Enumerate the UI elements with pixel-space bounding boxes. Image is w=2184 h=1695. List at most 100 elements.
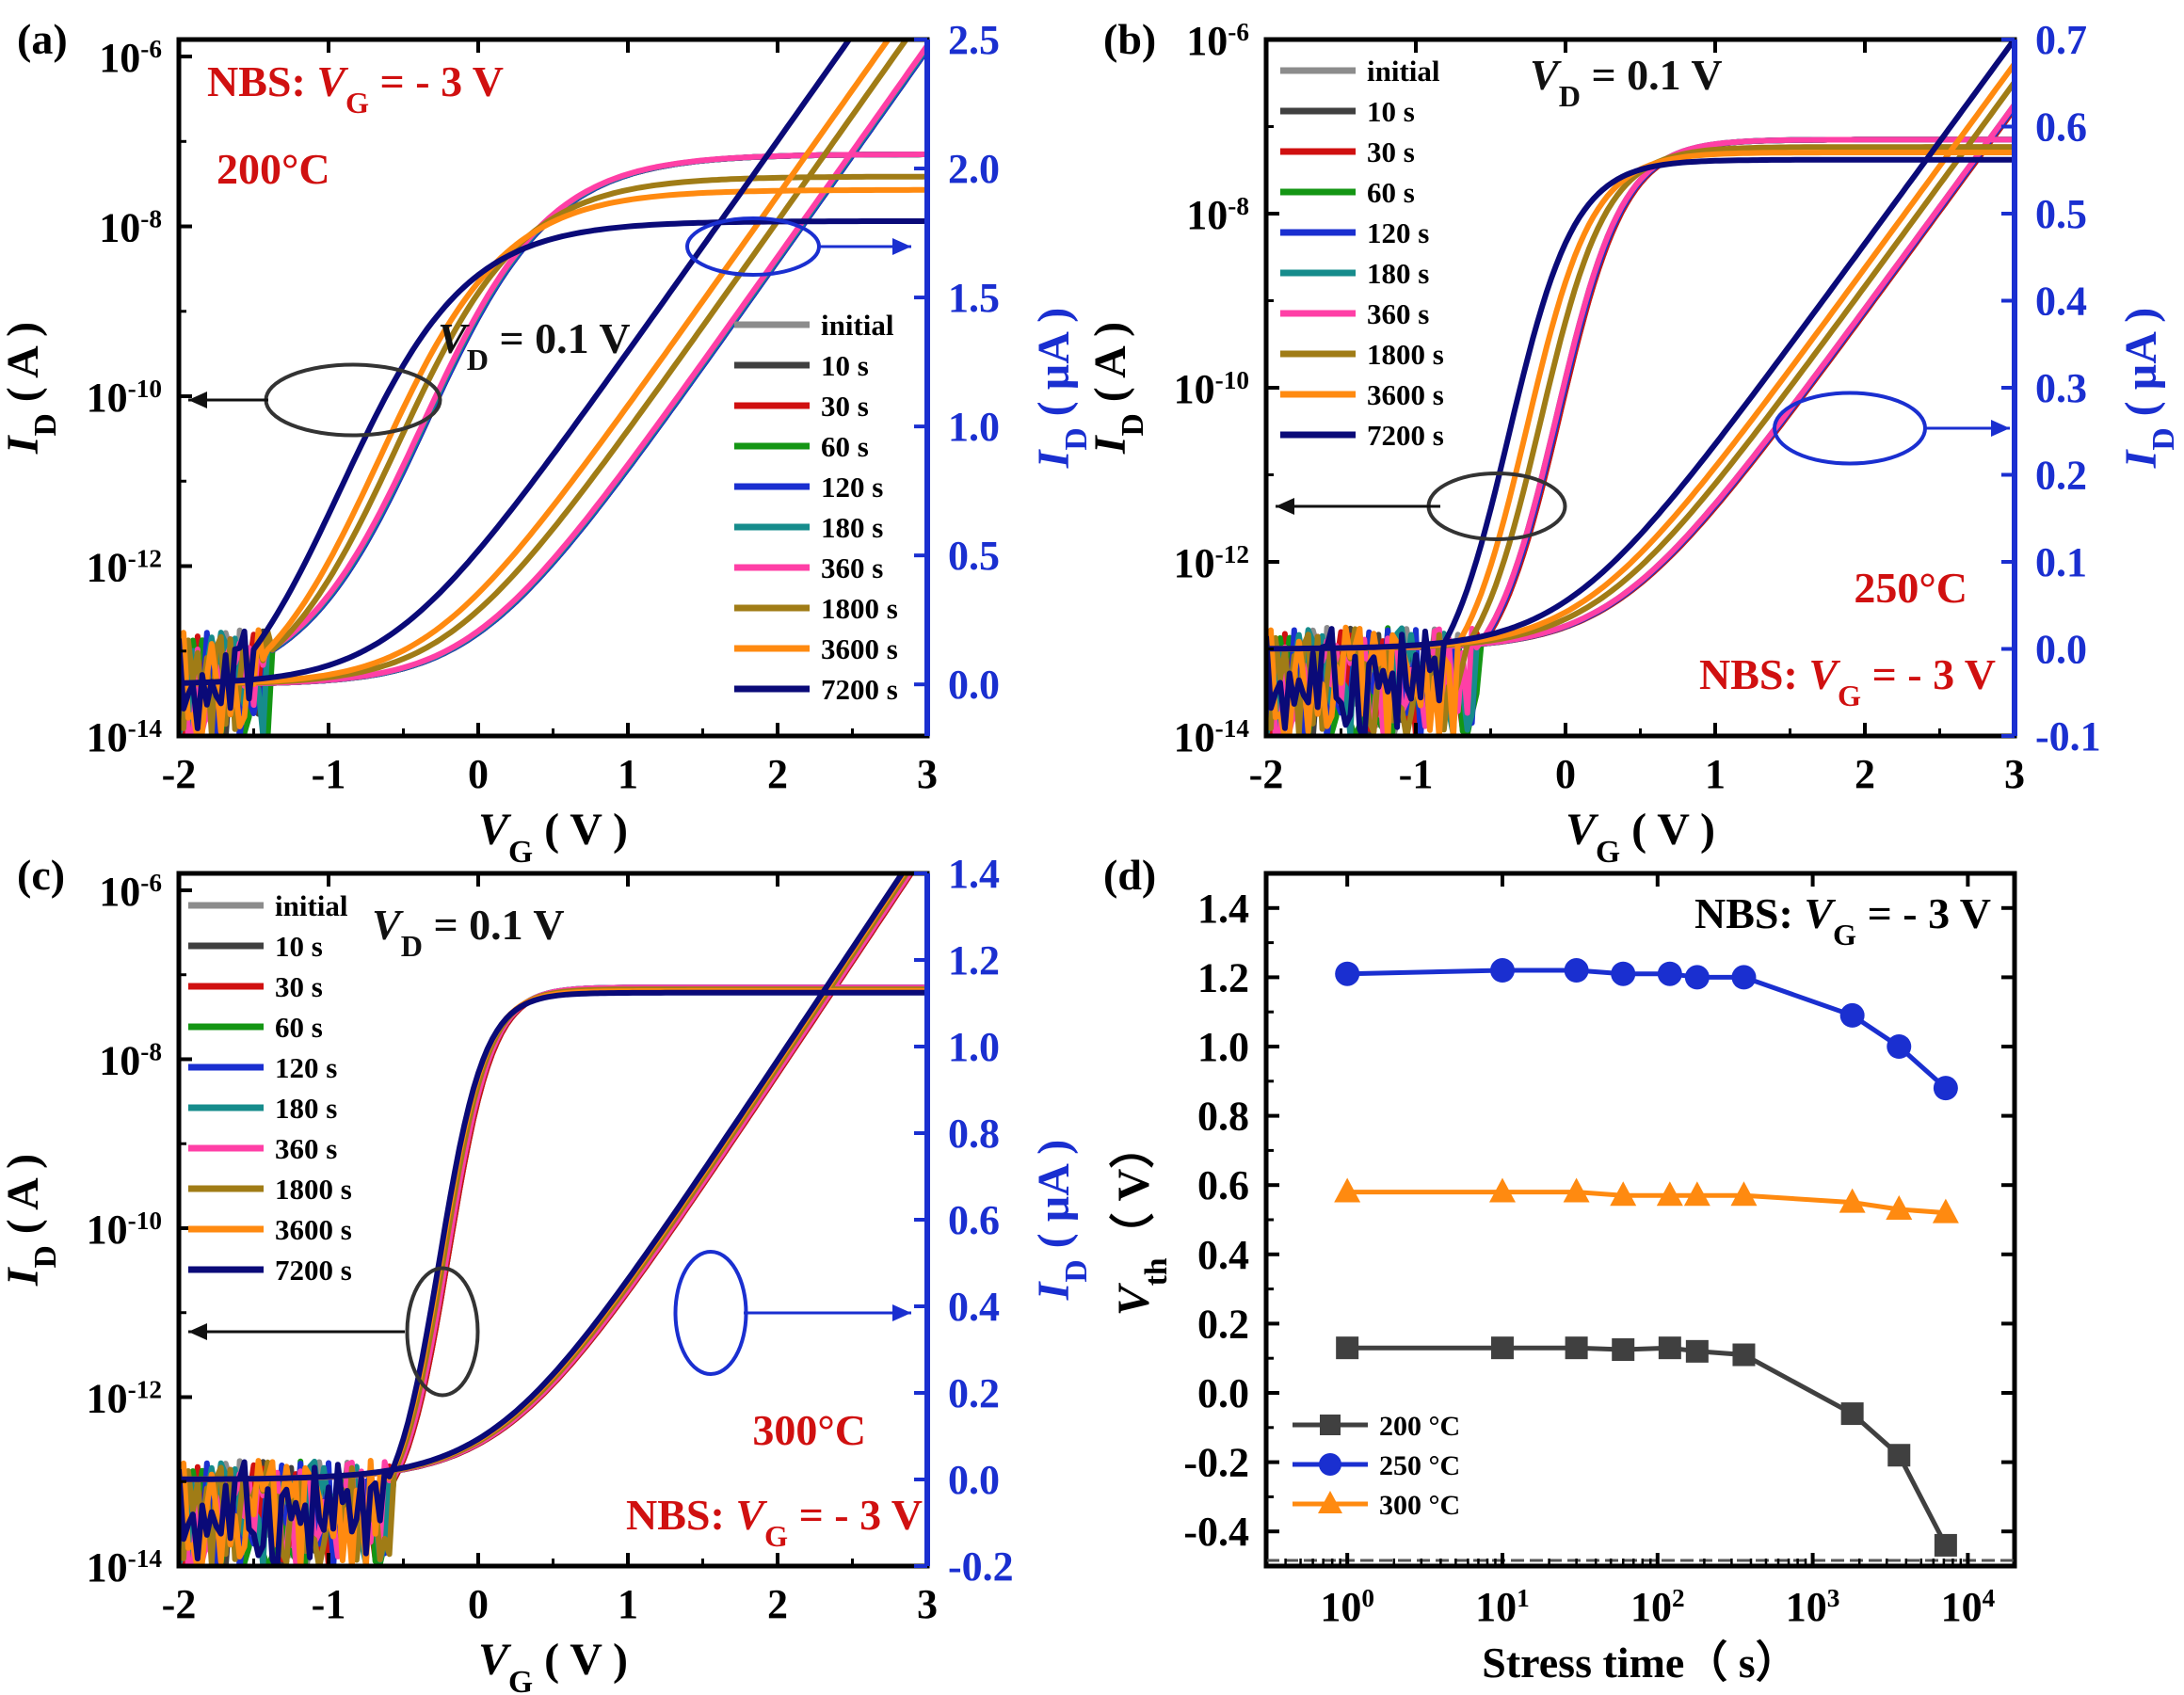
legend-label: 7200 s [1367, 419, 1444, 452]
curves-c [179, 873, 927, 1566]
x-tick-label: -1 [312, 1581, 346, 1627]
data-point-circle [1933, 1076, 1958, 1101]
y-tick-label: 0.2 [1197, 1301, 1249, 1347]
y-tick-label-left: 10-14 [87, 1544, 163, 1591]
series-linear-7200-s [179, 40, 853, 686]
panel-label: (a) [17, 15, 68, 63]
series-log-360-s [179, 152, 927, 736]
legend-label: 3600 s [821, 632, 898, 665]
series-log-10-s [179, 152, 927, 736]
data-point-square [1685, 1339, 1709, 1363]
x-tick-label: 103 [1786, 1584, 1840, 1630]
y-tick-label-left: 10-8 [99, 205, 162, 251]
y-tick-label-right: 1.0 [948, 1024, 1000, 1070]
data-point-triangle [1610, 1181, 1637, 1207]
series-line [1347, 1345, 1949, 1547]
panel-c: -2 -1 0 1 2 3 VG ( V ) 10-14 10-12 10-10 10-8 10-6 I… [0, 851, 1094, 1695]
x-tick-label: 0 [468, 751, 489, 797]
x-tick-label: 1 [618, 751, 638, 797]
x-tick-label: 3 [917, 1581, 938, 1627]
y-axis-label-left: ID ( A ) [0, 1154, 63, 1287]
legend-a: initial 10 s 30 s 60 s 120 s 180 s 360 s 1800 s… [734, 309, 898, 706]
series-linear-7200-s [1266, 40, 2015, 652]
data-point-circle [1731, 965, 1757, 990]
data-point-triangle [1886, 1194, 1913, 1220]
legend-label: 180 s [821, 511, 883, 544]
y-tick-label-left: 10-6 [1186, 18, 1249, 64]
y-tick-label: -0.4 [1183, 1509, 1249, 1555]
curves-b [1266, 40, 2015, 736]
legend-label: 120 s [821, 471, 883, 504]
x-tick-label: 0 [468, 1581, 489, 1627]
data-point-circle [1611, 961, 1636, 986]
y-tick-label: 0.8 [1197, 1094, 1249, 1140]
y-tick-label-right: 0.8 [948, 1111, 1000, 1157]
y-tick-label-right: 0.0 [2035, 627, 2087, 673]
data-point-circle [1887, 1034, 1912, 1059]
y-axis-label-right: ID ( µA ) [1029, 308, 1094, 470]
data-point-triangle [1488, 1177, 1516, 1203]
data-point-triangle [1932, 1198, 1959, 1223]
data-point-square [1934, 1533, 1957, 1557]
data-point-triangle [1730, 1181, 1758, 1207]
y-tick-label-right: 2.5 [948, 17, 1000, 63]
legend-label: 10 s [821, 349, 869, 382]
legend-label: 120 s [275, 1051, 337, 1084]
legend-label: 30 s [821, 390, 869, 423]
series-300C [1334, 1177, 1959, 1223]
series-log-7200-s [1266, 156, 2015, 736]
legend-marker [1320, 1415, 1341, 1435]
x-tick-label: 102 [1630, 1584, 1685, 1630]
legend-label: 360 s [821, 552, 883, 584]
log-curve-marker-ellipse [264, 362, 442, 438]
y-tick-label-right: 0.2 [2035, 453, 2087, 499]
y-tick-label-left: 10-12 [1174, 540, 1249, 586]
y-axis-label: Vth（ V） [1109, 1124, 1174, 1317]
data-point-square [1565, 1336, 1588, 1360]
legend-label: initial [275, 889, 348, 922]
x-tick-label: 3 [2004, 751, 2025, 797]
series-log-60-s [179, 152, 927, 736]
y-tick-label-right: 0.3 [2035, 365, 2087, 411]
arrow-head [188, 392, 207, 408]
y-tick-label-right: 0.7 [2035, 17, 2087, 63]
drain-annotation: VD = 0.1 V [1530, 51, 1723, 113]
arrow-head [1276, 498, 1294, 515]
x-tick-label: 101 [1475, 1584, 1530, 1630]
y-tick-label-right: 0.0 [948, 1457, 1000, 1503]
legend-label: 60 s [821, 430, 869, 463]
legend-marker [1318, 1491, 1342, 1513]
panel-d: 100 101 102 103 104 Stress time（ s） -0.4 -0.2 0.… [1103, 851, 2017, 1687]
data-point-square [1612, 1338, 1635, 1361]
arrow-head [892, 238, 911, 255]
x-axis-label: VG ( V ) [1566, 805, 1715, 870]
series-log-120-s [179, 152, 927, 736]
data-point-triangle [1334, 1177, 1361, 1203]
y-axis-label-right: ID ( µA ) [1029, 1140, 1094, 1302]
y-tick-label-left: 10-8 [99, 1037, 162, 1083]
temperature-annotation: 300°C [752, 1406, 866, 1454]
y-tick-label: 1.2 [1197, 954, 1249, 1000]
legend-label: 10 s [1367, 95, 1415, 128]
drain-annotation: VD = 0.1 V [438, 314, 631, 376]
y-axis-label-left: ID ( A ) [1085, 322, 1150, 455]
y-tick-label: 0.0 [1197, 1370, 1249, 1416]
y-tick-label-left: 10-12 [87, 1375, 162, 1421]
arrow-head [188, 1323, 207, 1340]
y-tick-label-left: 10-6 [99, 869, 162, 915]
y-tick-label-right: 0.0 [948, 662, 1000, 708]
legend-label: 200 °C [1379, 1411, 1460, 1442]
series-log-30-s [179, 152, 927, 736]
x-tick-label: 2 [1855, 751, 1875, 797]
x-tick-label: 0 [1555, 751, 1576, 797]
x-tick-label: 1 [618, 1581, 638, 1627]
legend-marker [1319, 1453, 1341, 1476]
y-axis-label-right: ID ( µA ) [2116, 308, 2181, 470]
legend-c: initial 10 s 30 s 60 s 120 s 180 s 360 s 1800 s… [188, 889, 352, 1287]
legend-label: 360 s [275, 1132, 337, 1165]
legend-label: 1800 s [275, 1173, 352, 1206]
legend-label: initial [821, 309, 894, 342]
y-tick-label-left: 10-10 [1174, 366, 1249, 412]
legend-label: 360 s [1367, 297, 1429, 330]
